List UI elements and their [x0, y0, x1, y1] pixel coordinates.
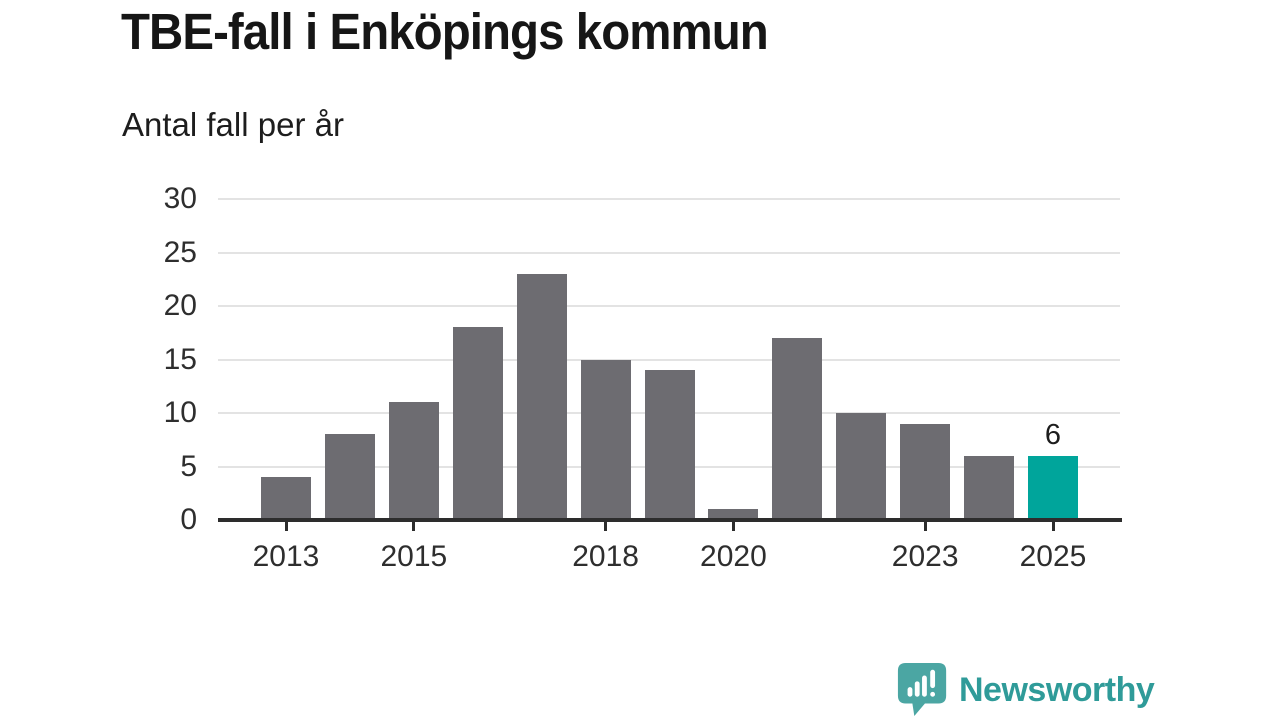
- x-axis-label-2013: 2013: [252, 540, 320, 573]
- y-axis-label: 30: [163, 182, 197, 215]
- gridline: [218, 198, 1120, 200]
- gridline: [218, 251, 1120, 254]
- x-axis-tick-2023: [923, 522, 927, 531]
- y-axis-label: 0: [180, 503, 197, 536]
- y-axis-label: 15: [163, 342, 197, 376]
- bar-2023: [900, 423, 951, 520]
- bar-2022: [836, 413, 887, 520]
- bar-value-label: 6: [1044, 418, 1062, 451]
- chart-title: TBE-fall i Enköpings kommun: [121, 3, 769, 60]
- gridline: [218, 358, 1120, 361]
- bar-2017: [516, 273, 567, 520]
- x-axis-tick-2020: [731, 522, 735, 531]
- newsworthy-logo-icon: [897, 663, 947, 717]
- x-axis-tick-2013: [284, 522, 288, 531]
- x-axis-label-2015: 2015: [380, 540, 448, 573]
- x-axis-tick-2025: [1051, 522, 1055, 531]
- gridline: [218, 305, 1120, 307]
- bar-2013: [261, 477, 311, 520]
- x-axis-tick-2018: [604, 522, 608, 531]
- bar-2014: [324, 434, 375, 520]
- bar-2020: [708, 509, 759, 520]
- x-axis-tick-2015: [412, 522, 416, 531]
- bar-2021: [772, 338, 823, 520]
- bar-2025: [1028, 455, 1078, 520]
- y-axis-label: 5: [180, 449, 197, 483]
- bar-2015: [388, 402, 439, 520]
- newsworthy-logo: Newsworthy: [896, 661, 1155, 719]
- bar-2024: [964, 455, 1015, 520]
- x-axis-label-2020: 2020: [700, 540, 767, 573]
- y-axis-label: 25: [163, 235, 197, 269]
- bar-2019: [644, 370, 695, 520]
- newsworthy-logo-text: Newsworthy: [959, 670, 1155, 709]
- bar-2018: [580, 359, 631, 520]
- y-axis-label: 10: [163, 396, 197, 429]
- x-axis-label-2018: 2018: [572, 540, 639, 573]
- x-axis-line: [218, 518, 1122, 522]
- x-axis-label-2023: 2023: [891, 540, 959, 573]
- y-axis-label: 20: [163, 289, 197, 322]
- bar-2016: [452, 327, 503, 520]
- x-axis-label-2025: 2025: [1019, 540, 1087, 573]
- chart-subtitle: Antal fall per år: [122, 106, 344, 143]
